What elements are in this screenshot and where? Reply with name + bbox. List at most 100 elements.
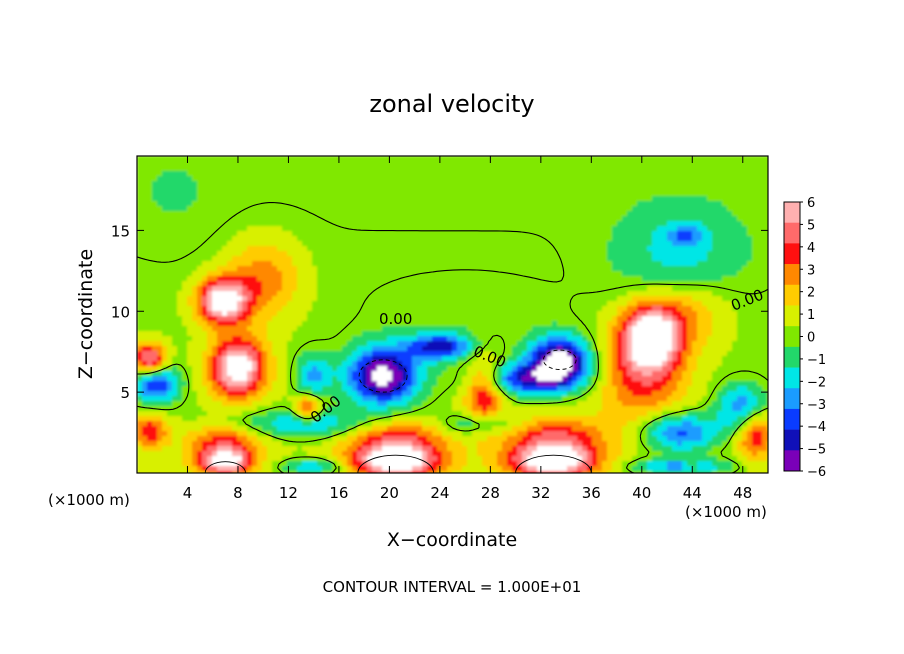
heatmap-cell bbox=[437, 451, 443, 457]
heatmap-cell bbox=[177, 271, 183, 277]
heatmap-cell bbox=[227, 356, 233, 362]
heatmap-cell bbox=[442, 406, 448, 412]
heatmap-cell bbox=[462, 261, 468, 267]
heatmap-cell bbox=[462, 161, 468, 167]
heatmap-cell bbox=[402, 406, 408, 412]
heatmap-cell bbox=[367, 156, 373, 162]
heatmap-cell bbox=[137, 411, 143, 417]
heatmap-cell bbox=[272, 256, 278, 262]
heatmap-cell bbox=[347, 291, 353, 297]
heatmap-cell bbox=[447, 466, 453, 472]
heatmap-cell bbox=[147, 376, 153, 382]
heatmap-cell bbox=[382, 206, 388, 212]
heatmap-cell bbox=[257, 341, 263, 347]
heatmap-cell bbox=[457, 251, 463, 257]
heatmap-cell bbox=[252, 221, 258, 227]
heatmap-cell bbox=[277, 316, 283, 322]
heatmap-cell bbox=[457, 451, 463, 457]
heatmap-cell bbox=[152, 241, 158, 247]
heatmap-cell bbox=[387, 326, 393, 332]
heatmap-cell bbox=[217, 406, 223, 412]
heatmap-cell bbox=[447, 371, 453, 377]
heatmap-cell bbox=[517, 461, 523, 467]
heatmap-cell bbox=[167, 366, 173, 372]
heatmap-cell bbox=[487, 156, 493, 162]
heatmap-cell bbox=[227, 426, 233, 432]
heatmap-cell bbox=[427, 306, 433, 312]
heatmap-cell bbox=[282, 471, 288, 473]
heatmap-cell bbox=[362, 291, 368, 297]
heatmap-cell bbox=[487, 236, 493, 242]
heatmap-cell bbox=[457, 181, 463, 187]
heatmap-cell bbox=[397, 391, 403, 397]
heatmap-cell bbox=[417, 161, 423, 167]
heatmap-cell bbox=[147, 381, 153, 387]
heatmap-cell bbox=[492, 271, 498, 277]
heatmap-cell bbox=[142, 216, 148, 222]
heatmap-cell bbox=[232, 271, 238, 277]
heatmap-cell bbox=[492, 346, 498, 352]
heatmap-cell bbox=[287, 356, 293, 362]
heatmap-cell bbox=[477, 266, 483, 272]
heatmap-cell bbox=[172, 176, 178, 182]
heatmap-cell bbox=[307, 326, 313, 332]
heatmap-cell bbox=[477, 446, 483, 452]
heatmap-cell bbox=[222, 306, 228, 312]
heatmap-cell bbox=[502, 206, 508, 212]
heatmap-cell bbox=[162, 221, 168, 227]
heatmap-cell bbox=[192, 246, 198, 252]
heatmap-cell bbox=[422, 231, 428, 237]
heatmap-cell bbox=[317, 316, 323, 322]
heatmap-cell bbox=[362, 261, 368, 267]
heatmap-cell bbox=[162, 241, 168, 247]
heatmap-cell bbox=[497, 171, 503, 177]
heatmap-cell bbox=[222, 341, 228, 347]
heatmap-cell bbox=[207, 376, 213, 382]
heatmap-cell bbox=[267, 456, 273, 462]
heatmap-cell bbox=[347, 361, 353, 367]
heatmap-cell bbox=[512, 216, 518, 222]
heatmap-cell bbox=[362, 311, 368, 317]
heatmap-cell bbox=[252, 406, 258, 412]
heatmap-cell bbox=[187, 471, 193, 473]
heatmap-cell bbox=[182, 196, 188, 202]
heatmap-cell bbox=[347, 401, 353, 407]
heatmap-cell bbox=[412, 321, 418, 327]
heatmap-cell bbox=[382, 431, 388, 437]
heatmap-cell bbox=[517, 281, 523, 287]
heatmap-cell bbox=[187, 281, 193, 287]
heatmap-cell bbox=[182, 276, 188, 282]
heatmap-cell bbox=[192, 181, 198, 187]
heatmap-cell bbox=[487, 166, 493, 172]
heatmap-cell bbox=[287, 211, 293, 217]
heatmap-cell bbox=[207, 471, 213, 473]
heatmap-cell bbox=[512, 351, 518, 357]
heatmap-cell bbox=[352, 336, 358, 342]
heatmap-cell bbox=[257, 436, 263, 442]
heatmap-cell bbox=[227, 301, 233, 307]
heatmap-cell bbox=[267, 351, 273, 357]
heatmap-cell bbox=[217, 341, 223, 347]
heatmap-cell bbox=[267, 171, 273, 177]
heatmap-cell bbox=[142, 236, 148, 242]
heatmap-cell bbox=[402, 221, 408, 227]
heatmap-cell bbox=[337, 341, 343, 347]
heatmap-cell bbox=[452, 416, 458, 422]
heatmap-cell bbox=[182, 411, 188, 417]
heatmap-cell bbox=[172, 341, 178, 347]
heatmap-cell bbox=[177, 201, 183, 207]
heatmap-cell bbox=[492, 361, 498, 367]
heatmap-cell bbox=[412, 366, 418, 372]
heatmap-cell bbox=[342, 441, 348, 447]
heatmap-cell bbox=[527, 171, 533, 177]
heatmap-cell bbox=[177, 236, 183, 242]
heatmap-cell bbox=[337, 261, 343, 267]
heatmap-cell bbox=[182, 341, 188, 347]
heatmap-cell bbox=[452, 406, 458, 412]
heatmap-cell bbox=[357, 441, 363, 447]
heatmap-cell bbox=[347, 296, 353, 302]
heatmap-cell bbox=[247, 246, 253, 252]
heatmap-cell bbox=[362, 301, 368, 307]
heatmap-cell bbox=[477, 471, 483, 473]
heatmap-cell bbox=[377, 406, 383, 412]
